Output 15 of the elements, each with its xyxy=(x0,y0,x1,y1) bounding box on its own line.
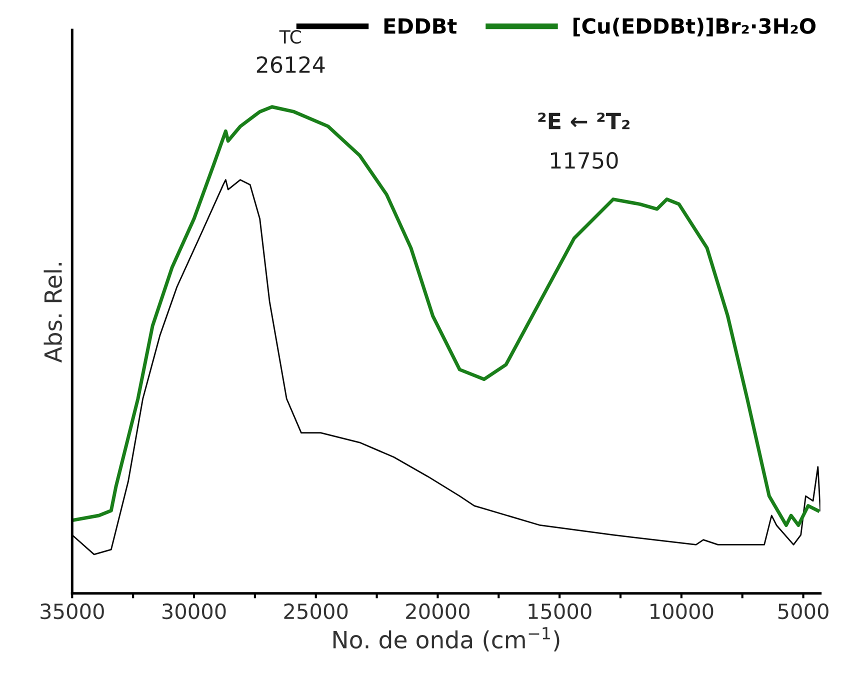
x-tick-label: 10000 xyxy=(650,603,714,620)
x-tick-label: 5000 xyxy=(778,603,828,620)
x-tick-label: 25000 xyxy=(284,603,348,620)
x-tick-label: 15000 xyxy=(528,603,592,620)
annotation: ²E ← ²T₂ xyxy=(538,112,630,130)
legend-label: [Cu(EDDBt)]Br₂·3H₂O xyxy=(574,18,816,36)
legend-label: EDDBt xyxy=(384,18,457,34)
text: 26124 xyxy=(256,56,325,74)
annotation: 11750 xyxy=(551,152,618,169)
x-tick-label: 20000 xyxy=(406,603,470,620)
y-axis-title: Abs. Rel. xyxy=(44,263,62,363)
x-axis-title: No. de onda (cm$^{−1}$) xyxy=(333,627,560,652)
x-tick-label: 35000 xyxy=(40,603,104,620)
x-tick-label: 30000 xyxy=(162,603,226,620)
text: TC xyxy=(279,30,301,44)
